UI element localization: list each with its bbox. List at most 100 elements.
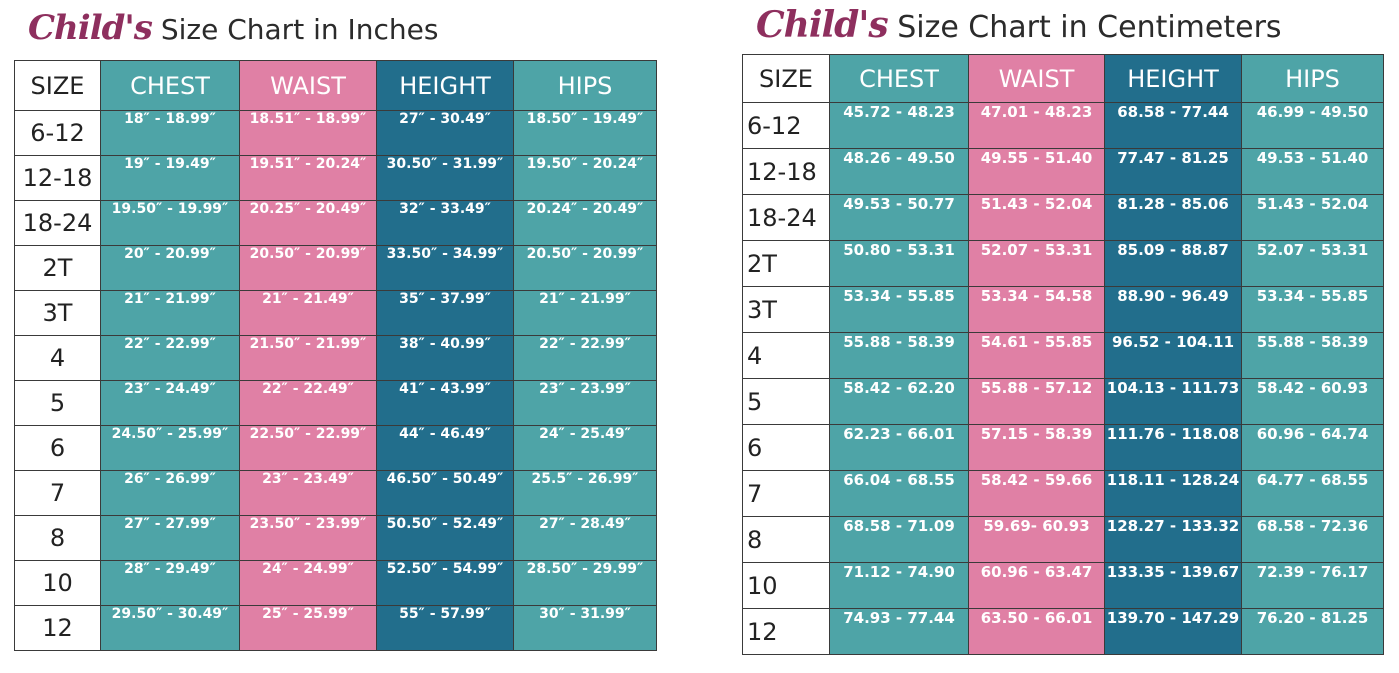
height-cell: 32″ - 33.49″ (376, 200, 514, 246)
size-cell: 8 (742, 516, 830, 563)
hips-cell: 28.50″ - 29.99″ (513, 560, 657, 606)
table-row: 8 27″ - 27.99″ 23.50″ - 23.99″ 50.50″ - 52.… (14, 515, 657, 561)
table-row: 12-18 48.26 - 49.50 49.55 - 51.40 77.47 - 8… (742, 148, 1384, 195)
waist-cell: 23″ - 23.49″ (239, 470, 377, 516)
waist-cell: 60.96 - 63.47 (968, 562, 1105, 609)
waist-cell: 22″ - 22.49″ (239, 380, 377, 426)
chart-title: Child's Size Chart in Centimeters (756, 4, 1282, 46)
table-row: 18-24 19.50″ - 19.99″ 20.25″ - 20.49″ 32″ -… (14, 200, 657, 246)
height-cell: 52.50″ - 54.99″ (376, 560, 514, 606)
chest-cell: 21″ - 21.99″ (100, 290, 240, 336)
size-cell: 12 (742, 608, 830, 655)
table-row: 8 68.58 - 71.09 59.69- 60.93 128.27 - 133.3… (742, 516, 1384, 563)
hips-cell: 25.5″ - 26.99″ (513, 470, 657, 516)
hips-cell: 76.20 - 81.25 (1241, 608, 1384, 655)
hips-cell: 27″ - 28.49″ (513, 515, 657, 561)
size-cell: 5 (14, 380, 101, 426)
height-cell: 104.13 - 111.73 (1104, 378, 1242, 425)
height-cell: 55″ - 57.99″ (376, 605, 514, 651)
table-row: 3T 21″ - 21.99″ 21″ - 21.49″ 35″ - 37.99″ 21… (14, 290, 657, 336)
column-header-hips: HIPS (513, 60, 657, 111)
height-cell: 41″ - 43.99″ (376, 380, 514, 426)
hips-cell: 68.58 - 72.36 (1241, 516, 1384, 563)
hips-cell: 58.42 - 60.93 (1241, 378, 1384, 425)
column-header-chest: CHEST (100, 60, 240, 111)
table-row: 6 24.50″ - 25.99″ 22.50″ - 22.99″ 44″ - 46.… (14, 425, 657, 471)
table-row: 2T 20″ - 20.99″ 20.50″ - 20.99″ 33.50″ - 34… (14, 245, 657, 291)
table-row: 5 58.42 - 62.20 55.88 - 57.12 104.13 - 111.… (742, 378, 1384, 425)
size-cell: 18-24 (14, 200, 101, 246)
size-cell: 4 (742, 332, 830, 379)
hips-cell: 49.53 - 51.40 (1241, 148, 1384, 195)
column-header-height: HEIGHT (376, 60, 514, 111)
chest-cell: 45.72 - 48.23 (829, 102, 969, 149)
waist-cell: 22.50″ - 22.99″ (239, 425, 377, 471)
header-row: SIZE CHEST WAIST HEIGHT HIPS (742, 54, 1384, 103)
hips-cell: 30″ - 31.99″ (513, 605, 657, 651)
waist-cell: 58.42 - 59.66 (968, 470, 1105, 517)
size-cell: 5 (742, 378, 830, 425)
size-cell: 10 (742, 562, 830, 609)
chest-cell: 24.50″ - 25.99″ (100, 425, 240, 471)
height-cell: 128.27 - 133.32 (1104, 516, 1242, 563)
table-row: 6-12 18″ - 18.99″ 18.51″ - 18.99″ 27″ - 30.… (14, 110, 657, 156)
chest-cell: 50.80 - 53.31 (829, 240, 969, 287)
height-cell: 50.50″ - 52.49″ (376, 515, 514, 561)
chart-title-script: Child's (28, 8, 153, 48)
size-cell: 3T (742, 286, 830, 333)
hips-cell: 53.34 - 55.85 (1241, 286, 1384, 333)
height-cell: 96.52 - 104.11 (1104, 332, 1242, 379)
chest-cell: 18″ - 18.99″ (100, 110, 240, 156)
size-cell: 6-12 (14, 110, 101, 156)
height-cell: 139.70 - 147.29 (1104, 608, 1242, 655)
table-row: 4 22″ - 22.99″ 21.50″ - 21.99″ 38″ - 40.99″… (14, 335, 657, 381)
waist-cell: 21.50″ - 21.99″ (239, 335, 377, 381)
table-row: 7 26″ - 26.99″ 23″ - 23.49″ 46.50″ - 50.49″… (14, 470, 657, 516)
table-row: 2T 50.80 - 53.31 52.07 - 53.31 85.09 - 88.8… (742, 240, 1384, 287)
chest-cell: 20″ - 20.99″ (100, 245, 240, 291)
column-header-waist: WAIST (239, 60, 377, 111)
chart-title-text: Size Chart in Inches (160, 13, 439, 46)
chest-cell: 28″ - 29.49″ (100, 560, 240, 606)
hips-cell: 23″ - 23.99″ (513, 380, 657, 426)
table-row: 7 66.04 - 68.55 58.42 - 59.66 118.11 - 128.… (742, 470, 1384, 517)
waist-cell: 54.61 - 55.85 (968, 332, 1105, 379)
chart-title-text: Size Chart in Centimeters (897, 10, 1282, 45)
size-cell: 18-24 (742, 194, 830, 241)
column-header-size: SIZE (742, 54, 830, 103)
hips-cell: 20.24″ - 20.49″ (513, 200, 657, 246)
column-header-height: HEIGHT (1104, 54, 1242, 103)
hips-cell: 22″ - 22.99″ (513, 335, 657, 381)
size-cell: 12 (14, 605, 101, 651)
height-cell: 33.50″ - 34.99″ (376, 245, 514, 291)
height-cell: 35″ - 37.99″ (376, 290, 514, 336)
chest-cell: 58.42 - 62.20 (829, 378, 969, 425)
hips-cell: 64.77 - 68.55 (1241, 470, 1384, 517)
chest-cell: 71.12 - 74.90 (829, 562, 969, 609)
height-cell: 30.50″ - 31.99″ (376, 155, 514, 201)
table-row: 3T 53.34 - 55.85 53.34 - 54.58 88.90 - 96.4… (742, 286, 1384, 333)
waist-cell: 21″ - 21.49″ (239, 290, 377, 336)
table-row: 6-12 45.72 - 48.23 47.01 - 48.23 68.58 - 77… (742, 102, 1384, 149)
chest-cell: 62.23 - 66.01 (829, 424, 969, 471)
waist-cell: 20.50″ - 20.99″ (239, 245, 377, 291)
height-cell: 27″ - 30.49″ (376, 110, 514, 156)
table-row: 5 23″ - 24.49″ 22″ - 22.49″ 41″ - 43.99″ 23″… (14, 380, 657, 426)
size-cell: 8 (14, 515, 101, 561)
chest-cell: 26″ - 26.99″ (100, 470, 240, 516)
waist-cell: 23.50″ - 23.99″ (239, 515, 377, 561)
table-row: 10 28″ - 29.49″ 24″ - 24.99″ 52.50″ - 54.99… (14, 560, 657, 606)
chest-cell: 29.50″ - 30.49″ (100, 605, 240, 651)
table-row: 12-18 19″ - 19.49″ 19.51″ - 20.24″ 30.50″ -… (14, 155, 657, 201)
waist-cell: 59.69- 60.93 (968, 516, 1105, 563)
waist-cell: 51.43 - 52.04 (968, 194, 1105, 241)
chest-cell: 74.93 - 77.44 (829, 608, 969, 655)
height-cell: 68.58 - 77.44 (1104, 102, 1242, 149)
waist-cell: 47.01 - 48.23 (968, 102, 1105, 149)
table-row: 4 55.88 - 58.39 54.61 - 55.85 96.52 - 104.1… (742, 332, 1384, 379)
hips-cell: 52.07 - 53.31 (1241, 240, 1384, 287)
chest-cell: 48.26 - 49.50 (829, 148, 969, 195)
chest-cell: 55.88 - 58.39 (829, 332, 969, 379)
hips-cell: 20.50″ - 20.99″ (513, 245, 657, 291)
waist-cell: 20.25″ - 20.49″ (239, 200, 377, 246)
